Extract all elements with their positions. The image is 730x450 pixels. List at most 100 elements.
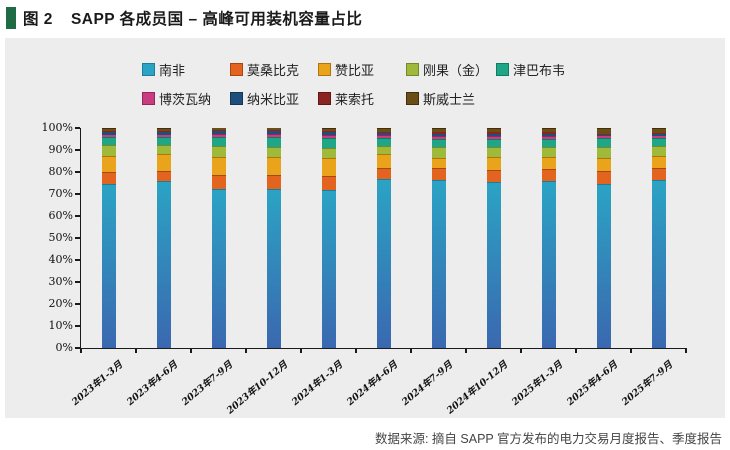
bar-segment [486, 133, 501, 136]
legend-item: 莫桑比克 [230, 55, 318, 84]
legend-label: 津巴布韦 [513, 63, 566, 78]
bar-segment [101, 132, 116, 135]
bar-segment [541, 180, 556, 348]
bar-segment [156, 154, 171, 171]
bar-segment [596, 170, 611, 185]
bar-segment [101, 184, 116, 348]
y-axis-label: 50% [48, 231, 73, 244]
y-axis-tick [75, 193, 80, 195]
x-axis-tick [630, 348, 632, 353]
bar-segment [156, 180, 171, 348]
legend-item: 斯威士兰 [406, 84, 496, 113]
legend-swatch [318, 63, 331, 76]
bar-segment [266, 128, 281, 131]
y-axis-label: 70% [48, 187, 73, 200]
bar-segment [376, 154, 391, 168]
title-accent-square [6, 7, 16, 29]
x-axis-tick [245, 348, 247, 353]
bar-segment [486, 181, 501, 348]
chart-legend: 南非 莫桑比克 赞比亚 刚果（金） 津巴布韦 博茨瓦纳 纳米比亚 莱索托 斯威士兰 [142, 55, 565, 113]
bar-segment [541, 128, 556, 133]
bar-segment [651, 135, 666, 138]
legend-swatch [406, 63, 419, 76]
bar-segment [651, 137, 666, 146]
x-axis-tick [520, 348, 522, 353]
bar-segment [651, 179, 666, 348]
bar-segment [101, 136, 116, 145]
bar-segment [651, 167, 666, 180]
bar-segment [211, 175, 226, 189]
bar-segment [651, 128, 666, 134]
bar-segment [156, 144, 171, 155]
y-axis-label: 40% [48, 253, 73, 266]
bar-segment [541, 168, 556, 181]
bar-column [321, 128, 336, 348]
bar-segment [541, 146, 556, 157]
legend-label: 刚果（金） [423, 63, 489, 78]
x-axis-tick [465, 348, 467, 353]
y-axis-tick [75, 303, 80, 305]
bar-segment [541, 135, 556, 139]
bar-column [376, 128, 391, 348]
bar-column [266, 128, 281, 348]
legend-label: 莱索托 [335, 92, 375, 107]
bar-segment [101, 172, 116, 185]
legend-swatch [142, 63, 155, 76]
bar-segment [431, 146, 446, 158]
y-axis-label: 30% [48, 275, 73, 288]
bar-segment [596, 133, 611, 135]
bar-segment [376, 134, 391, 138]
bar-segment [486, 146, 501, 157]
bar-segment [541, 139, 556, 147]
y-axis-label: 20% [48, 297, 73, 310]
x-axis-tick [190, 348, 192, 353]
bar-segment [376, 145, 391, 155]
y-axis-tick [75, 259, 80, 261]
legend-label: 莫桑比克 [247, 63, 300, 78]
bar-segment [596, 137, 611, 147]
bar-column [541, 128, 556, 348]
bar-segment [321, 147, 336, 158]
plot-area [80, 128, 686, 349]
legend-swatch [230, 63, 243, 76]
legend-item: 莱索托 [318, 84, 406, 113]
bar-column [651, 128, 666, 348]
legend-label: 纳米比亚 [247, 92, 300, 107]
bar-segment [211, 136, 226, 146]
y-axis-tick [75, 347, 80, 349]
y-axis-label: 80% [48, 165, 73, 178]
bar-segment [486, 135, 501, 139]
bar-segment [651, 133, 666, 134]
bar-segment [596, 184, 611, 348]
y-axis-tick [75, 281, 80, 283]
bar-segment [211, 128, 226, 131]
legend-item: 赞比亚 [318, 55, 406, 84]
bar-segment [321, 128, 336, 132]
legend-swatch [406, 92, 419, 105]
bar-segment [101, 134, 116, 137]
x-axis-tick [135, 348, 137, 353]
legend-item: 纳米比亚 [230, 84, 318, 113]
y-axis-tick [75, 171, 80, 173]
bar-segment [596, 136, 611, 138]
bar-column [101, 128, 116, 348]
y-axis-tick [75, 237, 80, 239]
bar-segment [596, 134, 611, 137]
bar-segment [266, 131, 281, 134]
bar-segment [211, 188, 226, 348]
bar-segment [156, 136, 171, 145]
bar-column [486, 128, 501, 348]
y-axis-tick [75, 215, 80, 217]
bar-segment [431, 167, 446, 180]
bar-segment [266, 175, 281, 189]
x-axis-tick [410, 348, 412, 353]
legend-label: 斯威士兰 [423, 92, 476, 107]
bar-segment [321, 131, 336, 133]
bar-segment [486, 156, 501, 170]
bar-segment [321, 132, 336, 135]
page-title-prefix: 图 2 [23, 11, 53, 28]
legend-item: 津巴布韦 [496, 55, 565, 84]
bar-segment [156, 128, 171, 132]
bar-segment [486, 132, 501, 134]
title-bar: 图 2 SAPP 各成员国 – 高峰可用装机容量占比 [0, 0, 730, 37]
